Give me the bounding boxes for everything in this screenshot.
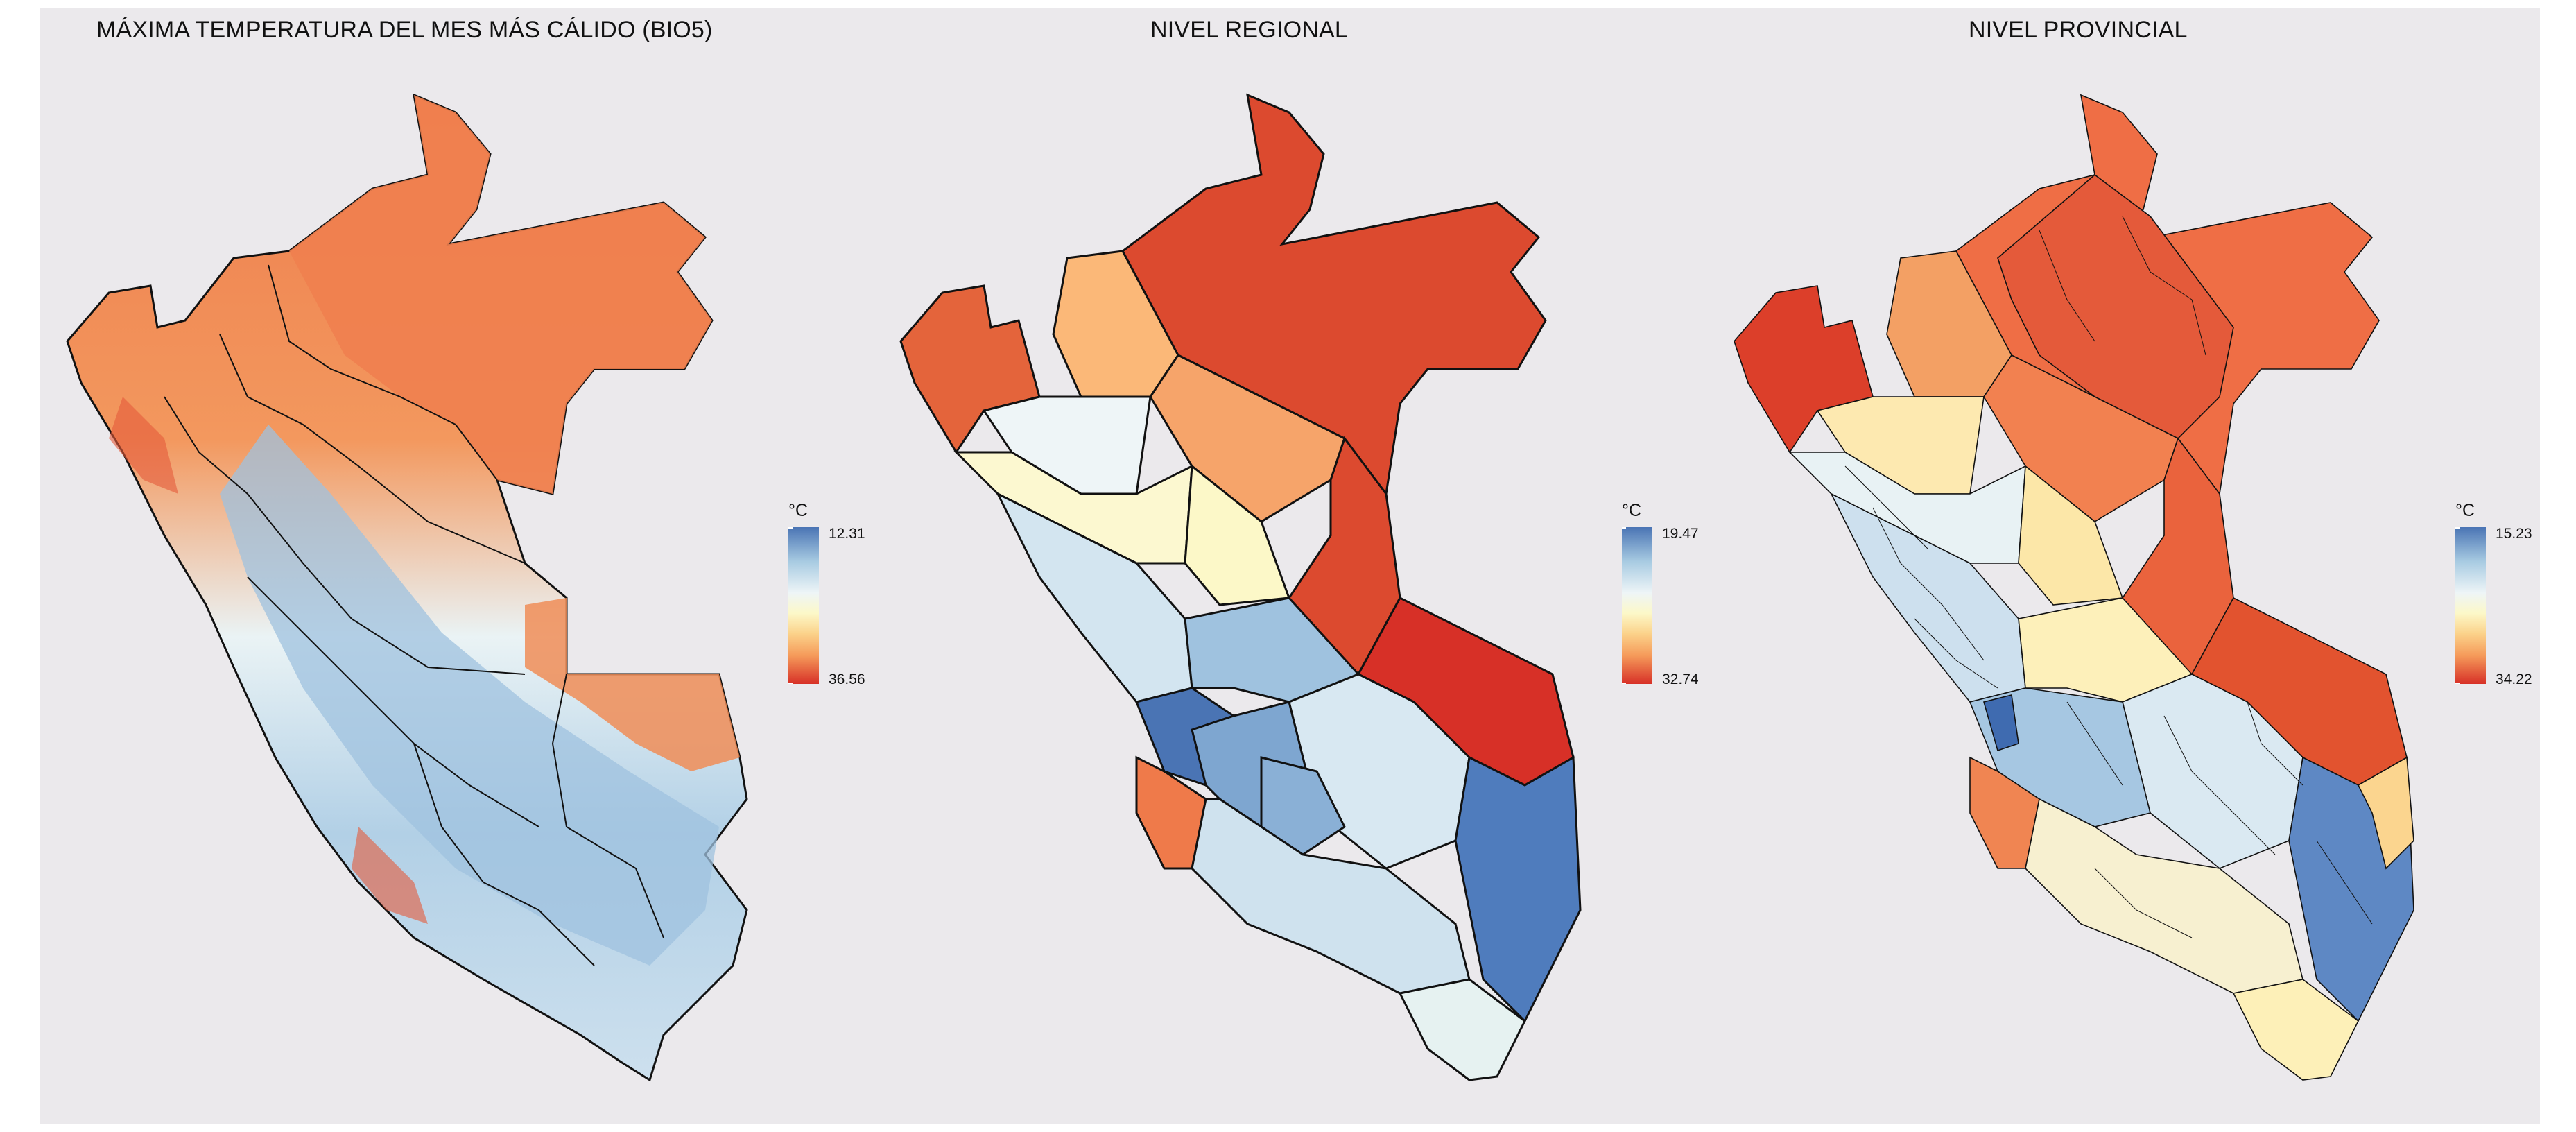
province-tacna xyxy=(2232,979,2360,1081)
region-puno xyxy=(1454,755,1582,1023)
panel-provincial: NIVEL PROVINCIAL xyxy=(1706,8,2540,1124)
province-borders xyxy=(1844,216,2373,938)
legend-colorbar-provincial xyxy=(2455,527,2486,684)
panel-title-provincial: NIVEL PROVINCIAL xyxy=(1969,17,2188,43)
map-regional xyxy=(899,93,1582,1081)
region-tumbes-piura xyxy=(899,284,1041,454)
region-huanuco xyxy=(1184,464,1291,606)
region-moquegua-tacna xyxy=(1398,978,1526,1081)
legend-min-provincial: 34.22 xyxy=(2496,671,2532,687)
legend-regional: °C 19.47 32.74 xyxy=(1622,501,1726,709)
panel-title-bio5: MÁXIMA TEMPERATURA DEL MES MÁS CÁLIDO (B… xyxy=(96,17,713,43)
legend-max-bio5: 12.31 xyxy=(829,526,865,542)
legend-colorbar-regional xyxy=(1622,527,1652,684)
province-san-martin xyxy=(1983,354,2179,522)
province-southeast-edge xyxy=(2357,756,2414,870)
map-provincial xyxy=(1734,94,2414,1081)
province-huancavelica-dark xyxy=(1983,694,2019,752)
hot-region-bio5 xyxy=(289,95,712,494)
legend-max-provincial: 15.23 xyxy=(2496,526,2532,542)
region-borders-bio5 xyxy=(164,264,664,966)
panel-regional: NIVEL REGIONAL xyxy=(873,8,1706,1124)
figure-background: MÁXIMA TEMPERATURA DEL MES MÁS CÁLIDO (B… xyxy=(40,8,2540,1124)
region-san-martin xyxy=(1149,354,1346,523)
legend-unit-provincial: °C xyxy=(2455,501,2475,520)
map-bio5-continuous xyxy=(66,93,748,1082)
hot-southeast-bio5 xyxy=(525,598,740,771)
region-arequipa xyxy=(1191,798,1471,995)
panel-title-regional: NIVEL REGIONAL xyxy=(1150,17,1348,43)
coastal-hot-bio5 xyxy=(109,397,428,924)
province-arequipa xyxy=(2025,798,2303,994)
legend-min-bio5: 36.56 xyxy=(829,671,865,687)
region-apurimac xyxy=(1260,756,1346,856)
province-coast-north xyxy=(1734,285,1874,454)
panel-bio5: MÁXIMA TEMPERATURA DEL MES MÁS CÁLIDO (B… xyxy=(40,8,873,1124)
legend-provincial: °C 15.23 34.22 xyxy=(2455,501,2559,709)
province-huanuco xyxy=(2018,465,2124,606)
legend-min-regional: 32.74 xyxy=(1662,671,1699,687)
cold-andes-bio5 xyxy=(220,424,719,966)
legend-bio5: °C 12.31 36.56 xyxy=(788,501,892,709)
legend-max-regional: 19.47 xyxy=(1662,526,1699,542)
legend-colorbar-bio5 xyxy=(788,527,819,684)
legend-unit-regional: °C xyxy=(1622,501,1642,520)
legend-unit-bio5: °C xyxy=(788,501,809,520)
